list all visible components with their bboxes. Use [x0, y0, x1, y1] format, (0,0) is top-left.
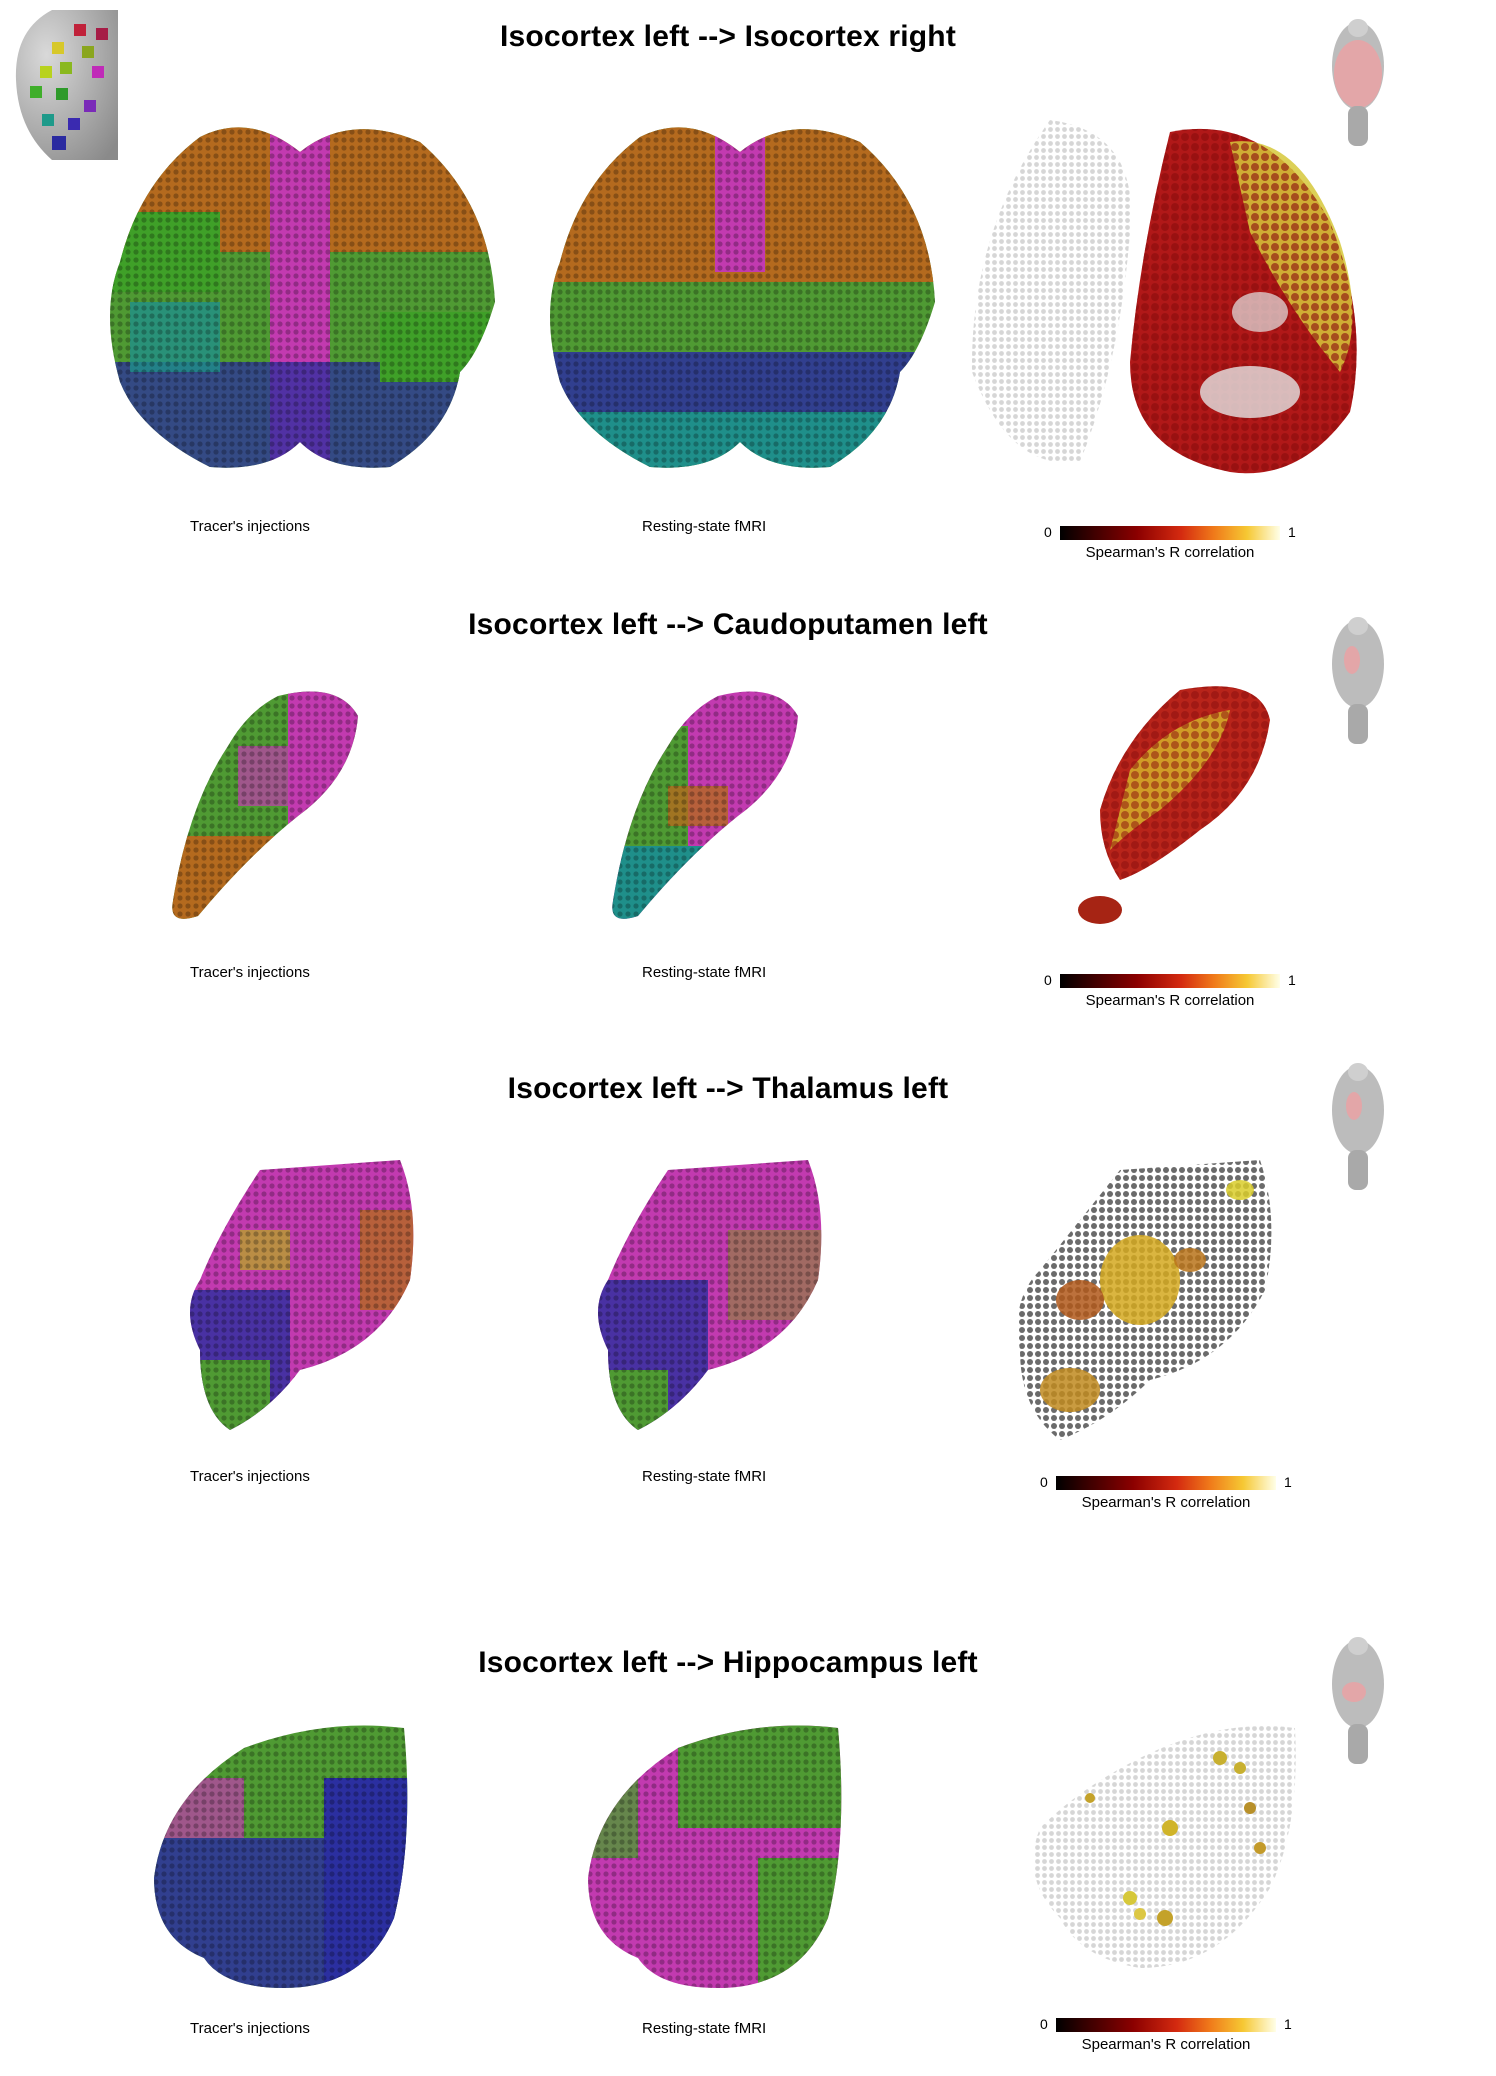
colorbar-gradient [1056, 2018, 1276, 2032]
caption-fmri: Resting-state fMRI [642, 2020, 767, 2037]
colorbar-gradient [1060, 974, 1280, 988]
caption-tracer: Tracer's injections [190, 1468, 310, 1485]
colorbar-min: 0 [1044, 524, 1052, 540]
fmri-map [588, 1725, 842, 1988]
colorbar-max: 1 [1284, 1474, 1292, 1490]
colorbar-min: 0 [1040, 2016, 1048, 2032]
correlation-map [971, 120, 1357, 474]
colorbar: 0 1 Spearman's R correlation [1036, 1470, 1296, 1516]
panel-title: Isocortex left --> Isocortex right [499, 20, 957, 53]
tracer-injections-map [172, 691, 359, 919]
colorbar-label: Spearman's R correlation [1085, 544, 1255, 561]
tracer-injections-map [110, 127, 495, 468]
colorbar-gradient [1060, 526, 1280, 540]
panel-title: Isocortex left --> Thalamus left [507, 1072, 949, 1105]
caption-tracer: Tracer's injections [190, 964, 310, 981]
caption-tracer: Tracer's injections [190, 2020, 310, 2037]
colorbar-label: Spearman's R correlation [1081, 2036, 1251, 2053]
colorbar-max: 1 [1284, 2016, 1292, 2032]
brain-schematic-icon [1330, 616, 1386, 748]
tracer-injections-map [154, 1725, 408, 1988]
fmri-map [550, 127, 935, 468]
colorbar: 0 1 Spearman's R correlation [1036, 2012, 1296, 2058]
correlation-map [1033, 1726, 1296, 1968]
tracer-injections-map [190, 1160, 414, 1430]
fmri-map [612, 691, 799, 919]
panel-title: Isocortex left --> Hippocampus left [478, 1646, 978, 1679]
caption-tracer: Tracer's injections [190, 518, 310, 535]
colorbar: 0 1 Spearman's R correlation [1040, 520, 1300, 566]
panel-title: Isocortex left --> Caudoputamen left [468, 608, 988, 641]
brain-schematic-icon [1330, 1636, 1386, 1768]
caption-fmri: Resting-state fMRI [642, 518, 767, 535]
brain-schematic-icon [1330, 1062, 1386, 1194]
colorbar-min: 0 [1040, 1474, 1048, 1490]
colorbar-max: 1 [1288, 524, 1296, 540]
colorbar-min: 0 [1044, 972, 1052, 988]
colorbar: 0 1 Spearman's R correlation [1040, 968, 1300, 1014]
colorbar-label: Spearman's R correlation [1085, 992, 1255, 1009]
colorbar-label: Spearman's R correlation [1081, 1494, 1251, 1511]
colorbar-max: 1 [1288, 972, 1296, 988]
caption-fmri: Resting-state fMRI [642, 964, 767, 981]
correlation-map [1078, 686, 1270, 924]
correlation-map [1017, 1160, 1272, 1440]
fmri-map [598, 1160, 822, 1430]
colorbar-gradient [1056, 1476, 1276, 1490]
caption-fmri: Resting-state fMRI [642, 1468, 767, 1485]
injection-sites-thumbnail [12, 10, 118, 160]
brain-schematic-icon [1330, 18, 1386, 150]
